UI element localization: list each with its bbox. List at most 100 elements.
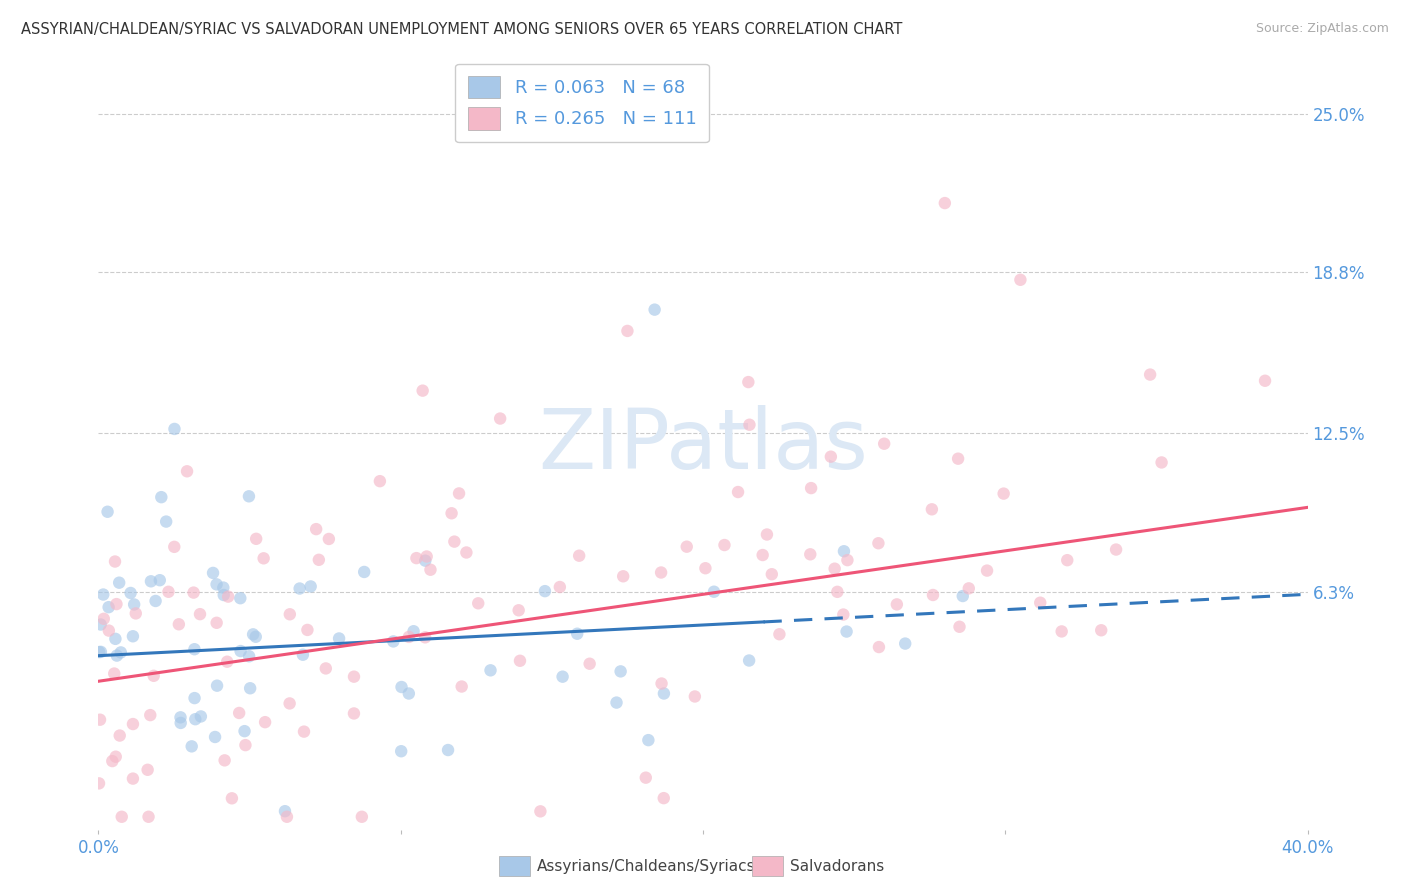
Point <box>675 540 697 554</box>
Point <box>205 679 228 693</box>
Point <box>1105 542 1128 557</box>
Point <box>832 544 855 558</box>
Point <box>934 196 956 211</box>
Point <box>125 607 148 621</box>
Point <box>548 580 571 594</box>
Point <box>948 620 970 634</box>
Point <box>1139 368 1161 382</box>
Point <box>343 706 366 721</box>
Point <box>894 636 917 650</box>
Point <box>1090 624 1112 638</box>
Point <box>122 629 145 643</box>
Point <box>254 715 277 730</box>
Point <box>190 709 212 723</box>
Point <box>157 584 180 599</box>
Point <box>751 548 773 562</box>
Point <box>605 696 627 710</box>
Point <box>110 645 132 659</box>
Point <box>824 562 846 576</box>
Point <box>835 624 858 639</box>
Point <box>242 627 264 641</box>
Point <box>1029 596 1052 610</box>
Point <box>993 486 1015 500</box>
Point <box>202 566 225 580</box>
Point <box>737 375 759 389</box>
Point <box>489 411 512 425</box>
Point <box>738 417 761 432</box>
Point <box>238 649 260 664</box>
Point <box>212 588 235 602</box>
Point <box>868 536 890 550</box>
Point <box>245 630 267 644</box>
Point <box>508 603 530 617</box>
Point <box>398 686 420 700</box>
Point <box>183 585 205 599</box>
Point <box>163 422 186 436</box>
Point <box>921 502 943 516</box>
Point <box>205 615 228 630</box>
Point <box>827 584 849 599</box>
Point <box>976 564 998 578</box>
Point <box>755 527 778 541</box>
Point <box>169 710 191 724</box>
Point <box>946 451 969 466</box>
Point <box>276 810 298 824</box>
Text: Source: ZipAtlas.com: Source: ZipAtlas.com <box>1256 22 1389 36</box>
Point <box>105 648 128 663</box>
Point <box>239 681 262 696</box>
Point <box>103 666 125 681</box>
Point <box>87 776 110 790</box>
Text: Salvadorans: Salvadorans <box>790 859 884 873</box>
Point <box>703 584 725 599</box>
Point <box>183 691 205 706</box>
Point <box>567 626 589 640</box>
Point <box>214 753 236 767</box>
Point <box>413 554 436 568</box>
Point <box>637 733 659 747</box>
Point <box>456 545 478 559</box>
Point <box>155 515 177 529</box>
Point <box>299 579 322 593</box>
Point <box>578 657 600 671</box>
Point <box>328 632 350 646</box>
Point <box>89 645 111 659</box>
Point <box>368 474 391 488</box>
Point <box>343 670 366 684</box>
Point <box>217 655 239 669</box>
Point <box>238 489 260 503</box>
Text: ZIPatlas: ZIPatlas <box>538 406 868 486</box>
Point <box>800 481 823 495</box>
Point <box>551 670 574 684</box>
Point <box>315 661 337 675</box>
Point <box>534 584 557 599</box>
Point <box>405 551 427 566</box>
Point <box>139 574 162 589</box>
Point <box>163 540 186 554</box>
Point <box>136 763 159 777</box>
Point <box>634 771 657 785</box>
Point <box>122 598 145 612</box>
Point <box>568 549 591 563</box>
Point <box>683 690 706 704</box>
Point <box>1254 374 1277 388</box>
Point <box>832 607 855 622</box>
Point <box>886 598 908 612</box>
Point <box>122 717 145 731</box>
Point <box>612 569 634 583</box>
Point <box>440 506 463 520</box>
Point <box>695 561 717 575</box>
Point <box>398 630 420 644</box>
Point <box>205 577 228 591</box>
Point <box>1056 553 1078 567</box>
Point <box>447 486 470 500</box>
Point <box>229 644 252 658</box>
Point <box>509 654 531 668</box>
Point <box>308 553 330 567</box>
Point <box>413 631 436 645</box>
Point <box>167 617 190 632</box>
Point <box>253 551 276 566</box>
Point <box>353 565 375 579</box>
Point <box>212 581 235 595</box>
Point <box>1050 624 1073 639</box>
Text: Assyrians/Chaldeans/Syriacs: Assyrians/Chaldeans/Syriacs <box>537 859 755 873</box>
